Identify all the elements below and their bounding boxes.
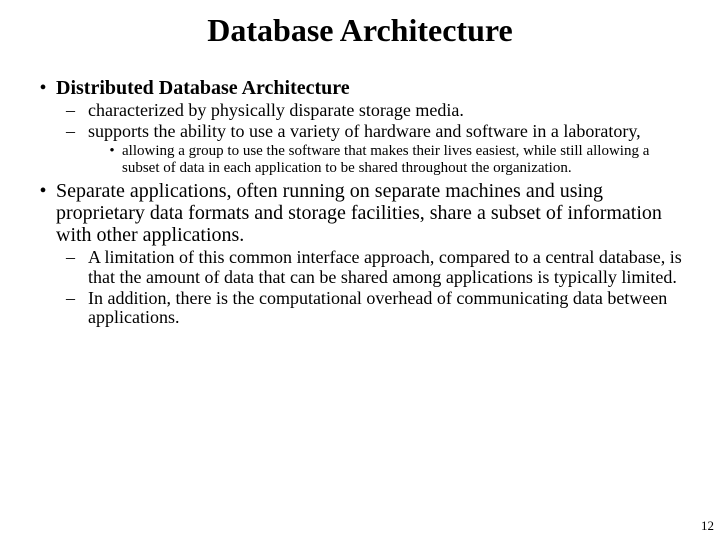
- bullet-text: A limitation of this common interface ap…: [88, 248, 690, 288]
- bullet-level2: – supports the ability to use a variety …: [66, 122, 690, 142]
- bullet-marker: •: [30, 180, 56, 246]
- bullet-text: In addition, there is the computational …: [88, 289, 690, 329]
- page-number: 12: [701, 518, 714, 534]
- bullet-text: Separate applications, often running on …: [56, 180, 690, 246]
- bullet-level1: • Distributed Database Architecture: [30, 77, 690, 99]
- dash-marker: –: [66, 101, 88, 121]
- bullet-level2: – A limitation of this common interface …: [66, 248, 690, 288]
- bullet-marker: •: [102, 143, 122, 178]
- bullet-marker: •: [30, 77, 56, 99]
- bullet-text: characterized by physically disparate st…: [88, 101, 464, 121]
- bullet-text: supports the ability to use a variety of…: [88, 122, 641, 142]
- dash-marker: –: [66, 289, 88, 329]
- bullet-level2: – In addition, there is the computationa…: [66, 289, 690, 329]
- dash-marker: –: [66, 122, 88, 142]
- bullet-text: Distributed Database Architecture: [56, 77, 350, 99]
- bullet-level3: • allowing a group to use the software t…: [102, 143, 690, 178]
- bullet-level2: – characterized by physically disparate …: [66, 101, 690, 121]
- slide-title: Database Architecture: [30, 12, 690, 49]
- bullet-text: allowing a group to use the software tha…: [122, 143, 690, 178]
- dash-marker: –: [66, 248, 88, 288]
- bullet-level1: • Separate applications, often running o…: [30, 180, 690, 246]
